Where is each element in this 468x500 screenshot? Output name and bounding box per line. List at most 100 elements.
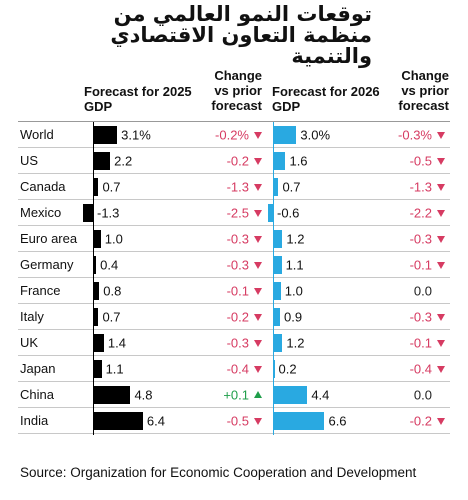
column-header: Change vs prior forecast xyxy=(398,68,449,113)
value-label: 0.2 xyxy=(278,361,297,376)
change-arrow xyxy=(254,313,262,321)
change-label: -0.1 xyxy=(409,335,432,350)
change-label: -1.3 xyxy=(226,179,249,194)
value-label: 1.0 xyxy=(104,231,123,246)
column-header: Forecast for 2025 GDP xyxy=(84,84,192,114)
change-arrow xyxy=(254,157,262,165)
value-label: 1.4 xyxy=(107,335,126,350)
bar xyxy=(93,359,102,378)
bar xyxy=(82,203,93,222)
change-label: -2.2 xyxy=(409,205,432,220)
change-label: -0.1 xyxy=(409,257,432,272)
bar xyxy=(93,307,99,326)
column-header: Change vs prior forecast xyxy=(211,68,262,113)
change-label: -0.5 xyxy=(226,413,249,428)
change-arrow xyxy=(437,157,445,165)
bar xyxy=(273,229,283,248)
bar xyxy=(273,151,286,170)
change-arrow xyxy=(437,339,445,347)
value-label: 6.4 xyxy=(146,413,165,428)
column-header: Forecast for 2026 GDP xyxy=(272,84,380,114)
bar xyxy=(273,255,282,274)
change-arrow xyxy=(254,365,262,373)
row-label: Germany xyxy=(20,257,74,272)
value-label: 3.0% xyxy=(300,127,331,142)
chart-title: والتنمية xyxy=(291,44,372,68)
zero-line xyxy=(93,122,94,435)
bar xyxy=(273,125,297,144)
value-label: 6.6 xyxy=(328,413,347,428)
row-label: France xyxy=(20,283,61,298)
row: UK 1.4 1.2 -0.3 -0.1 xyxy=(18,330,450,356)
change-label: -0.4 xyxy=(226,361,249,376)
row-label: Italy xyxy=(20,309,44,324)
value-label: 0.4 xyxy=(100,257,119,272)
change-arrow xyxy=(254,390,262,398)
value-label: 1.1 xyxy=(105,361,124,376)
row-label: Canada xyxy=(20,179,66,194)
row-label: Mexico xyxy=(20,205,62,220)
change-label: -0.2 xyxy=(409,413,432,428)
change-arrow xyxy=(437,183,445,191)
chart-title: منظمة التعاون الاقتصادي xyxy=(110,23,372,47)
change-arrow xyxy=(254,235,262,243)
value-label: 1.2 xyxy=(286,231,305,246)
change-label: -0.4 xyxy=(409,361,432,376)
bar xyxy=(93,333,104,352)
bar xyxy=(273,385,308,404)
change-label: -0.5 xyxy=(409,153,432,168)
change-arrow xyxy=(437,313,445,321)
bar xyxy=(273,281,281,300)
bar xyxy=(268,203,273,222)
row: Mexico -1.3 -0.6 -2.5 -2.2 xyxy=(18,200,450,226)
change-arrow xyxy=(254,209,262,217)
bar xyxy=(273,333,283,352)
change-arrow xyxy=(254,339,262,347)
change-label: -0.2 xyxy=(226,309,249,324)
row-label: UK xyxy=(20,335,39,350)
value-label: 3.1% xyxy=(121,127,151,142)
row-label: China xyxy=(20,387,54,402)
change-label: -0.3 xyxy=(409,309,432,324)
change-arrow xyxy=(437,235,445,243)
bar xyxy=(93,125,118,144)
value-label: 4.4 xyxy=(311,387,330,402)
change-label: 0.0 xyxy=(413,387,432,402)
row: China 4.8 4.4 +0.1 0.0 xyxy=(18,382,450,408)
source: Source: Organization for Economic Cooper… xyxy=(20,465,417,480)
row: Canada 0.7 0.7 -1.3 -1.3 xyxy=(18,174,450,200)
change-arrow xyxy=(254,131,262,139)
row-label: India xyxy=(20,413,49,428)
table: World 3.1% 3.0% -0.2% -0.3% US 2.2 1.6 -0.2 -0.5 C… xyxy=(18,121,450,435)
chart-title: توقعات النمو العالمي من xyxy=(113,2,372,26)
change-label: 0.0 xyxy=(413,283,432,298)
change-label: -0.3 xyxy=(226,231,249,246)
row-label: Japan xyxy=(20,361,56,376)
bar xyxy=(93,177,99,196)
bar xyxy=(93,411,143,430)
change-label: -0.2 xyxy=(226,153,249,168)
row-label: World xyxy=(20,127,54,142)
row: World 3.1% 3.0% -0.2% -0.3% xyxy=(18,122,450,148)
row: Japan 1.1 0.2 -0.4 -0.4 xyxy=(18,356,450,382)
change-arrow xyxy=(437,131,445,139)
row: France 0.8 1.0 -0.1 0.0 xyxy=(18,278,450,304)
change-arrow xyxy=(254,183,262,191)
bar xyxy=(273,307,281,326)
value-label: 1.6 xyxy=(289,153,308,168)
row: India 6.4 6.6 -0.5 -0.2 xyxy=(18,408,450,434)
change-label: -1.3 xyxy=(409,179,432,194)
value-label: 2.2 xyxy=(114,153,133,168)
bar xyxy=(93,385,131,404)
change-label: -0.3 xyxy=(226,335,249,350)
change-arrow xyxy=(254,417,262,425)
row: US 2.2 1.6 -0.2 -0.5 xyxy=(18,148,450,174)
value-label: -1.3 xyxy=(97,205,120,220)
value-label: 1.0 xyxy=(284,283,303,298)
change-label: -2.5 xyxy=(226,205,249,220)
change-label: -0.3 xyxy=(226,257,249,272)
value-label: 0.7 xyxy=(282,179,301,194)
bar xyxy=(93,255,97,274)
bar xyxy=(273,411,325,430)
